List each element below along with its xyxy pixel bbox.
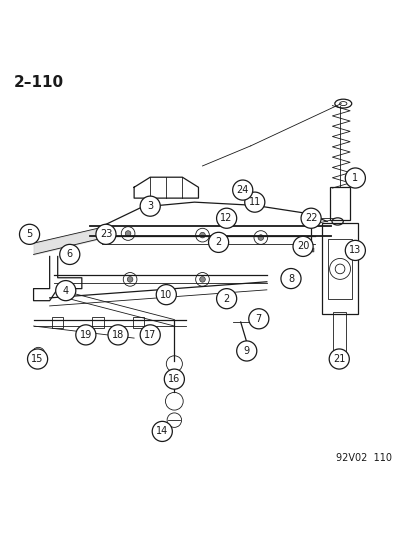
Circle shape: [28, 349, 48, 369]
Circle shape: [108, 325, 128, 345]
Circle shape: [125, 231, 131, 236]
Text: 2–110: 2–110: [13, 76, 64, 91]
Circle shape: [217, 208, 237, 228]
Text: 92V02  110: 92V02 110: [336, 453, 392, 463]
Circle shape: [76, 325, 96, 345]
Circle shape: [237, 341, 257, 361]
Circle shape: [96, 224, 116, 244]
Text: 2: 2: [215, 237, 222, 247]
Bar: [333, 312, 346, 356]
Bar: [92, 317, 104, 328]
Circle shape: [127, 277, 133, 282]
Bar: [132, 317, 144, 328]
Circle shape: [258, 235, 264, 240]
Text: 12: 12: [220, 213, 233, 223]
Circle shape: [345, 240, 365, 261]
Circle shape: [56, 280, 76, 301]
Circle shape: [156, 285, 176, 305]
Text: 22: 22: [305, 213, 318, 223]
Text: 3: 3: [147, 201, 153, 211]
Circle shape: [232, 180, 253, 200]
Text: 17: 17: [144, 330, 156, 340]
Bar: [330, 187, 350, 220]
Circle shape: [152, 422, 173, 441]
Circle shape: [164, 369, 184, 389]
Text: 5: 5: [26, 229, 33, 239]
Circle shape: [140, 196, 160, 216]
Text: 20: 20: [297, 241, 309, 252]
Circle shape: [245, 192, 265, 212]
Bar: [52, 317, 63, 328]
Circle shape: [60, 244, 80, 264]
Text: 13: 13: [349, 245, 362, 255]
Circle shape: [217, 289, 237, 309]
Bar: [308, 248, 314, 252]
Circle shape: [19, 224, 40, 244]
Text: 18: 18: [112, 330, 124, 340]
Text: 10: 10: [160, 289, 173, 300]
Circle shape: [281, 269, 301, 289]
Circle shape: [301, 208, 321, 228]
Text: 14: 14: [156, 426, 168, 437]
Text: 2: 2: [224, 294, 230, 304]
Text: 11: 11: [249, 197, 261, 207]
Circle shape: [249, 309, 269, 329]
Text: 6: 6: [67, 249, 73, 260]
Text: 15: 15: [32, 354, 44, 364]
Text: 9: 9: [244, 346, 250, 356]
Circle shape: [209, 232, 229, 253]
Text: 24: 24: [237, 185, 249, 195]
Text: 16: 16: [168, 374, 181, 384]
Text: 19: 19: [80, 330, 92, 340]
Text: 21: 21: [333, 354, 345, 364]
Circle shape: [329, 349, 349, 369]
Bar: [322, 223, 358, 314]
Text: 23: 23: [100, 229, 112, 239]
Text: 7: 7: [256, 314, 262, 324]
Circle shape: [200, 277, 205, 282]
Text: 1: 1: [352, 173, 358, 183]
Circle shape: [200, 232, 205, 238]
Circle shape: [293, 236, 313, 256]
Circle shape: [140, 325, 160, 345]
Text: 4: 4: [63, 286, 69, 296]
Bar: [328, 239, 352, 298]
Text: 8: 8: [288, 273, 294, 284]
Circle shape: [345, 168, 365, 188]
